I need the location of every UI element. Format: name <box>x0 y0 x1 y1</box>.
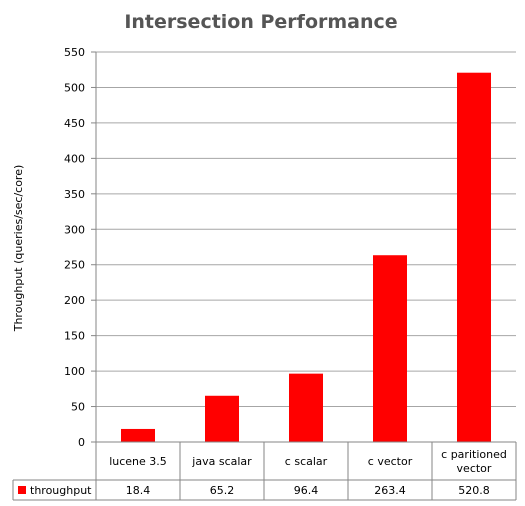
y-tick-label: 0 <box>78 436 85 449</box>
data-value-label: 263.4 <box>374 484 406 497</box>
data-value-label: 65.2 <box>210 484 235 497</box>
y-tick-label: 100 <box>64 365 85 378</box>
category-label: c vector <box>368 455 413 468</box>
legend-label: throughput <box>30 484 92 497</box>
y-tick-label: 450 <box>64 117 85 130</box>
data-value-label: 96.4 <box>294 484 319 497</box>
y-tick-label: 150 <box>64 330 85 343</box>
y-tick-label: 550 <box>64 46 85 59</box>
category-label: c scalar <box>285 455 328 468</box>
bar <box>121 428 155 442</box>
bar <box>457 72 491 443</box>
legend-swatch <box>18 486 26 494</box>
y-tick-label: 500 <box>64 81 85 94</box>
bar <box>289 373 323 442</box>
data-table: lucene 3.5 java scalar c scalar c vector c p… <box>12 441 517 501</box>
bar <box>205 395 239 442</box>
data-value-label: 18.4 <box>126 484 151 497</box>
data-value-label: 520.8 <box>458 484 490 497</box>
y-tick-label: 200 <box>64 294 85 307</box>
y-tick-label: 250 <box>64 259 85 272</box>
category-label: lucene 3.5 <box>109 455 167 468</box>
category-label: vector <box>457 462 492 475</box>
y-tick-label: 400 <box>64 152 85 165</box>
y-axis-label: Throughput (queries/sec/core) <box>12 165 25 333</box>
y-tick-label: 300 <box>64 223 85 236</box>
gridlines <box>96 51 516 408</box>
category-label: java scalar <box>191 455 252 468</box>
bar <box>373 255 407 442</box>
chart-title: Intersection Performance <box>124 11 397 33</box>
y-axis-ticks: 0 50 100 150 200 250 300 350 400 450 500 550 <box>64 46 97 449</box>
bars <box>121 72 491 443</box>
y-tick-label: 50 <box>71 401 85 414</box>
category-label: c paritioned <box>441 448 507 461</box>
y-tick-label: 350 <box>64 188 85 201</box>
